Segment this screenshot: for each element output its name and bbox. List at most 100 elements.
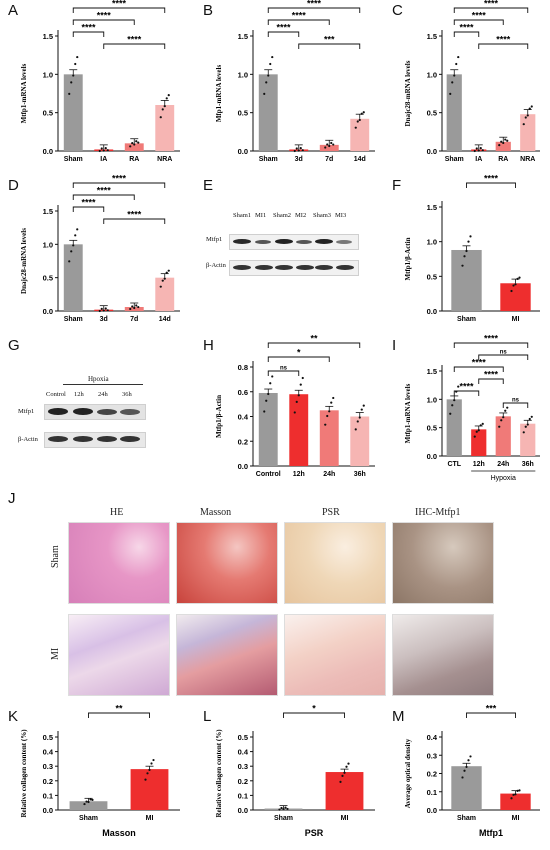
x-tick-label: Sham — [457, 815, 476, 822]
bar — [495, 416, 511, 456]
bar — [63, 74, 83, 151]
panel-label-a: A — [8, 2, 19, 19]
x-tick-label: IA — [475, 156, 482, 163]
data-point — [326, 414, 329, 418]
bar — [124, 143, 144, 151]
data-point — [131, 305, 134, 308]
data-point — [295, 400, 298, 403]
data-point — [467, 759, 470, 762]
y-tick-label: 0.2 — [238, 437, 248, 446]
data-point — [481, 149, 484, 152]
blot-e-mtfp1-strip — [229, 234, 359, 250]
blot-e-band — [315, 239, 333, 244]
y-tick-label: 1.5 — [43, 32, 53, 41]
significance-bracket — [72, 31, 105, 37]
data-point — [518, 276, 521, 279]
significance-bracket — [267, 31, 300, 37]
x-tick-label: IA — [100, 156, 107, 163]
significance-bracket — [453, 390, 480, 396]
data-point — [76, 55, 79, 59]
blot-g-band — [120, 409, 140, 415]
y-axis-label: Relative collagen content (%) — [215, 729, 223, 818]
y-tick-label: 1.5 — [427, 32, 437, 41]
data-point — [106, 309, 109, 312]
x-axis-label: PSR — [305, 828, 324, 838]
data-point — [263, 410, 266, 413]
blot-g-lane-3: 24h — [98, 391, 108, 398]
data-point — [528, 107, 531, 110]
x-tick-label: 12h — [293, 471, 305, 478]
y-tick-label: 0.0 — [238, 462, 248, 471]
bar — [446, 399, 462, 456]
blot-e-band — [296, 265, 314, 270]
data-point — [469, 755, 472, 758]
y-tick-label: 0.1 — [427, 788, 437, 797]
data-point — [473, 435, 476, 438]
y-axis-label: Dnajc28-mRNA levels — [404, 60, 412, 126]
data-point — [339, 780, 342, 783]
data-point — [100, 147, 103, 150]
histo-col-ihc: IHC-Mtfp1 — [415, 507, 461, 518]
data-point — [167, 269, 170, 272]
data-point — [161, 108, 164, 111]
data-point — [131, 142, 134, 145]
panel-label-f: F — [392, 177, 402, 194]
data-point — [267, 74, 270, 77]
blot-g-row-mtfp1: Mtfp1 — [18, 408, 35, 415]
y-tick-label: 0.3 — [43, 762, 53, 771]
significance-label: **** — [307, 0, 322, 9]
significance-label: **** — [484, 370, 499, 380]
data-point — [85, 800, 88, 803]
significance-label: ** — [310, 334, 318, 344]
data-point — [76, 228, 79, 231]
chart-b: 0.0 0.5 1.0 1.5 Mfp1-mRNA levels Sham 3d 7d 14d *… — [215, 0, 375, 163]
data-point — [500, 140, 503, 143]
data-point — [167, 94, 170, 97]
x-tick-label: 14d — [159, 316, 171, 323]
bar — [258, 392, 278, 466]
data-point — [475, 147, 478, 150]
significance-bracket — [453, 7, 529, 13]
bar — [446, 74, 462, 151]
data-point — [104, 147, 107, 150]
y-axis-label: Relative collagen content (%) — [20, 729, 28, 818]
histo-sham-ihc — [392, 522, 494, 604]
data-point — [72, 74, 75, 77]
data-point — [271, 55, 274, 59]
y-tick-label: 0.0 — [238, 806, 248, 815]
data-point — [449, 412, 452, 415]
blot-e-lane-1: Sham1 — [233, 212, 252, 219]
significance-label: **** — [472, 11, 487, 21]
western-blot-e: Sham1 MI1 Sham2 MI2 Sham3 MI3 Mtfp1 β-Ac… — [206, 212, 365, 277]
data-point — [465, 249, 468, 253]
blot-g-row-actin: β-Actin — [18, 436, 38, 443]
data-point — [362, 404, 365, 407]
data-point — [284, 806, 287, 809]
data-point — [502, 416, 505, 419]
histo-mi-ihc — [392, 614, 494, 696]
significance-label: **** — [472, 358, 487, 368]
y-tick-label: 0.6 — [238, 388, 248, 397]
x-tick-label: Sham — [259, 156, 278, 163]
x-tick-label: RA — [129, 156, 139, 163]
data-point — [332, 396, 335, 400]
blot-g-header: Hpoxia — [88, 375, 109, 383]
bar — [289, 394, 309, 466]
y-tick-label: 0.5 — [238, 109, 248, 118]
blot-e-row-mtfp1: Mtfp1 — [206, 236, 223, 243]
bar — [451, 249, 482, 311]
data-point — [150, 762, 153, 765]
data-point — [89, 798, 92, 801]
data-point — [498, 144, 501, 147]
data-point — [465, 765, 468, 769]
data-point — [330, 141, 333, 145]
significance-bracket — [478, 354, 529, 360]
y-tick-label: 0.5 — [43, 274, 53, 283]
data-point — [522, 431, 525, 434]
y-tick-label: 1.5 — [238, 32, 248, 41]
histo-mi-he — [68, 614, 170, 696]
chart-m: 0.0 0.1 0.2 0.3 0.4 Average optical density Sh… — [404, 704, 540, 838]
data-point — [91, 798, 94, 801]
data-point — [457, 385, 460, 388]
x-tick-label: 24h — [497, 461, 509, 468]
